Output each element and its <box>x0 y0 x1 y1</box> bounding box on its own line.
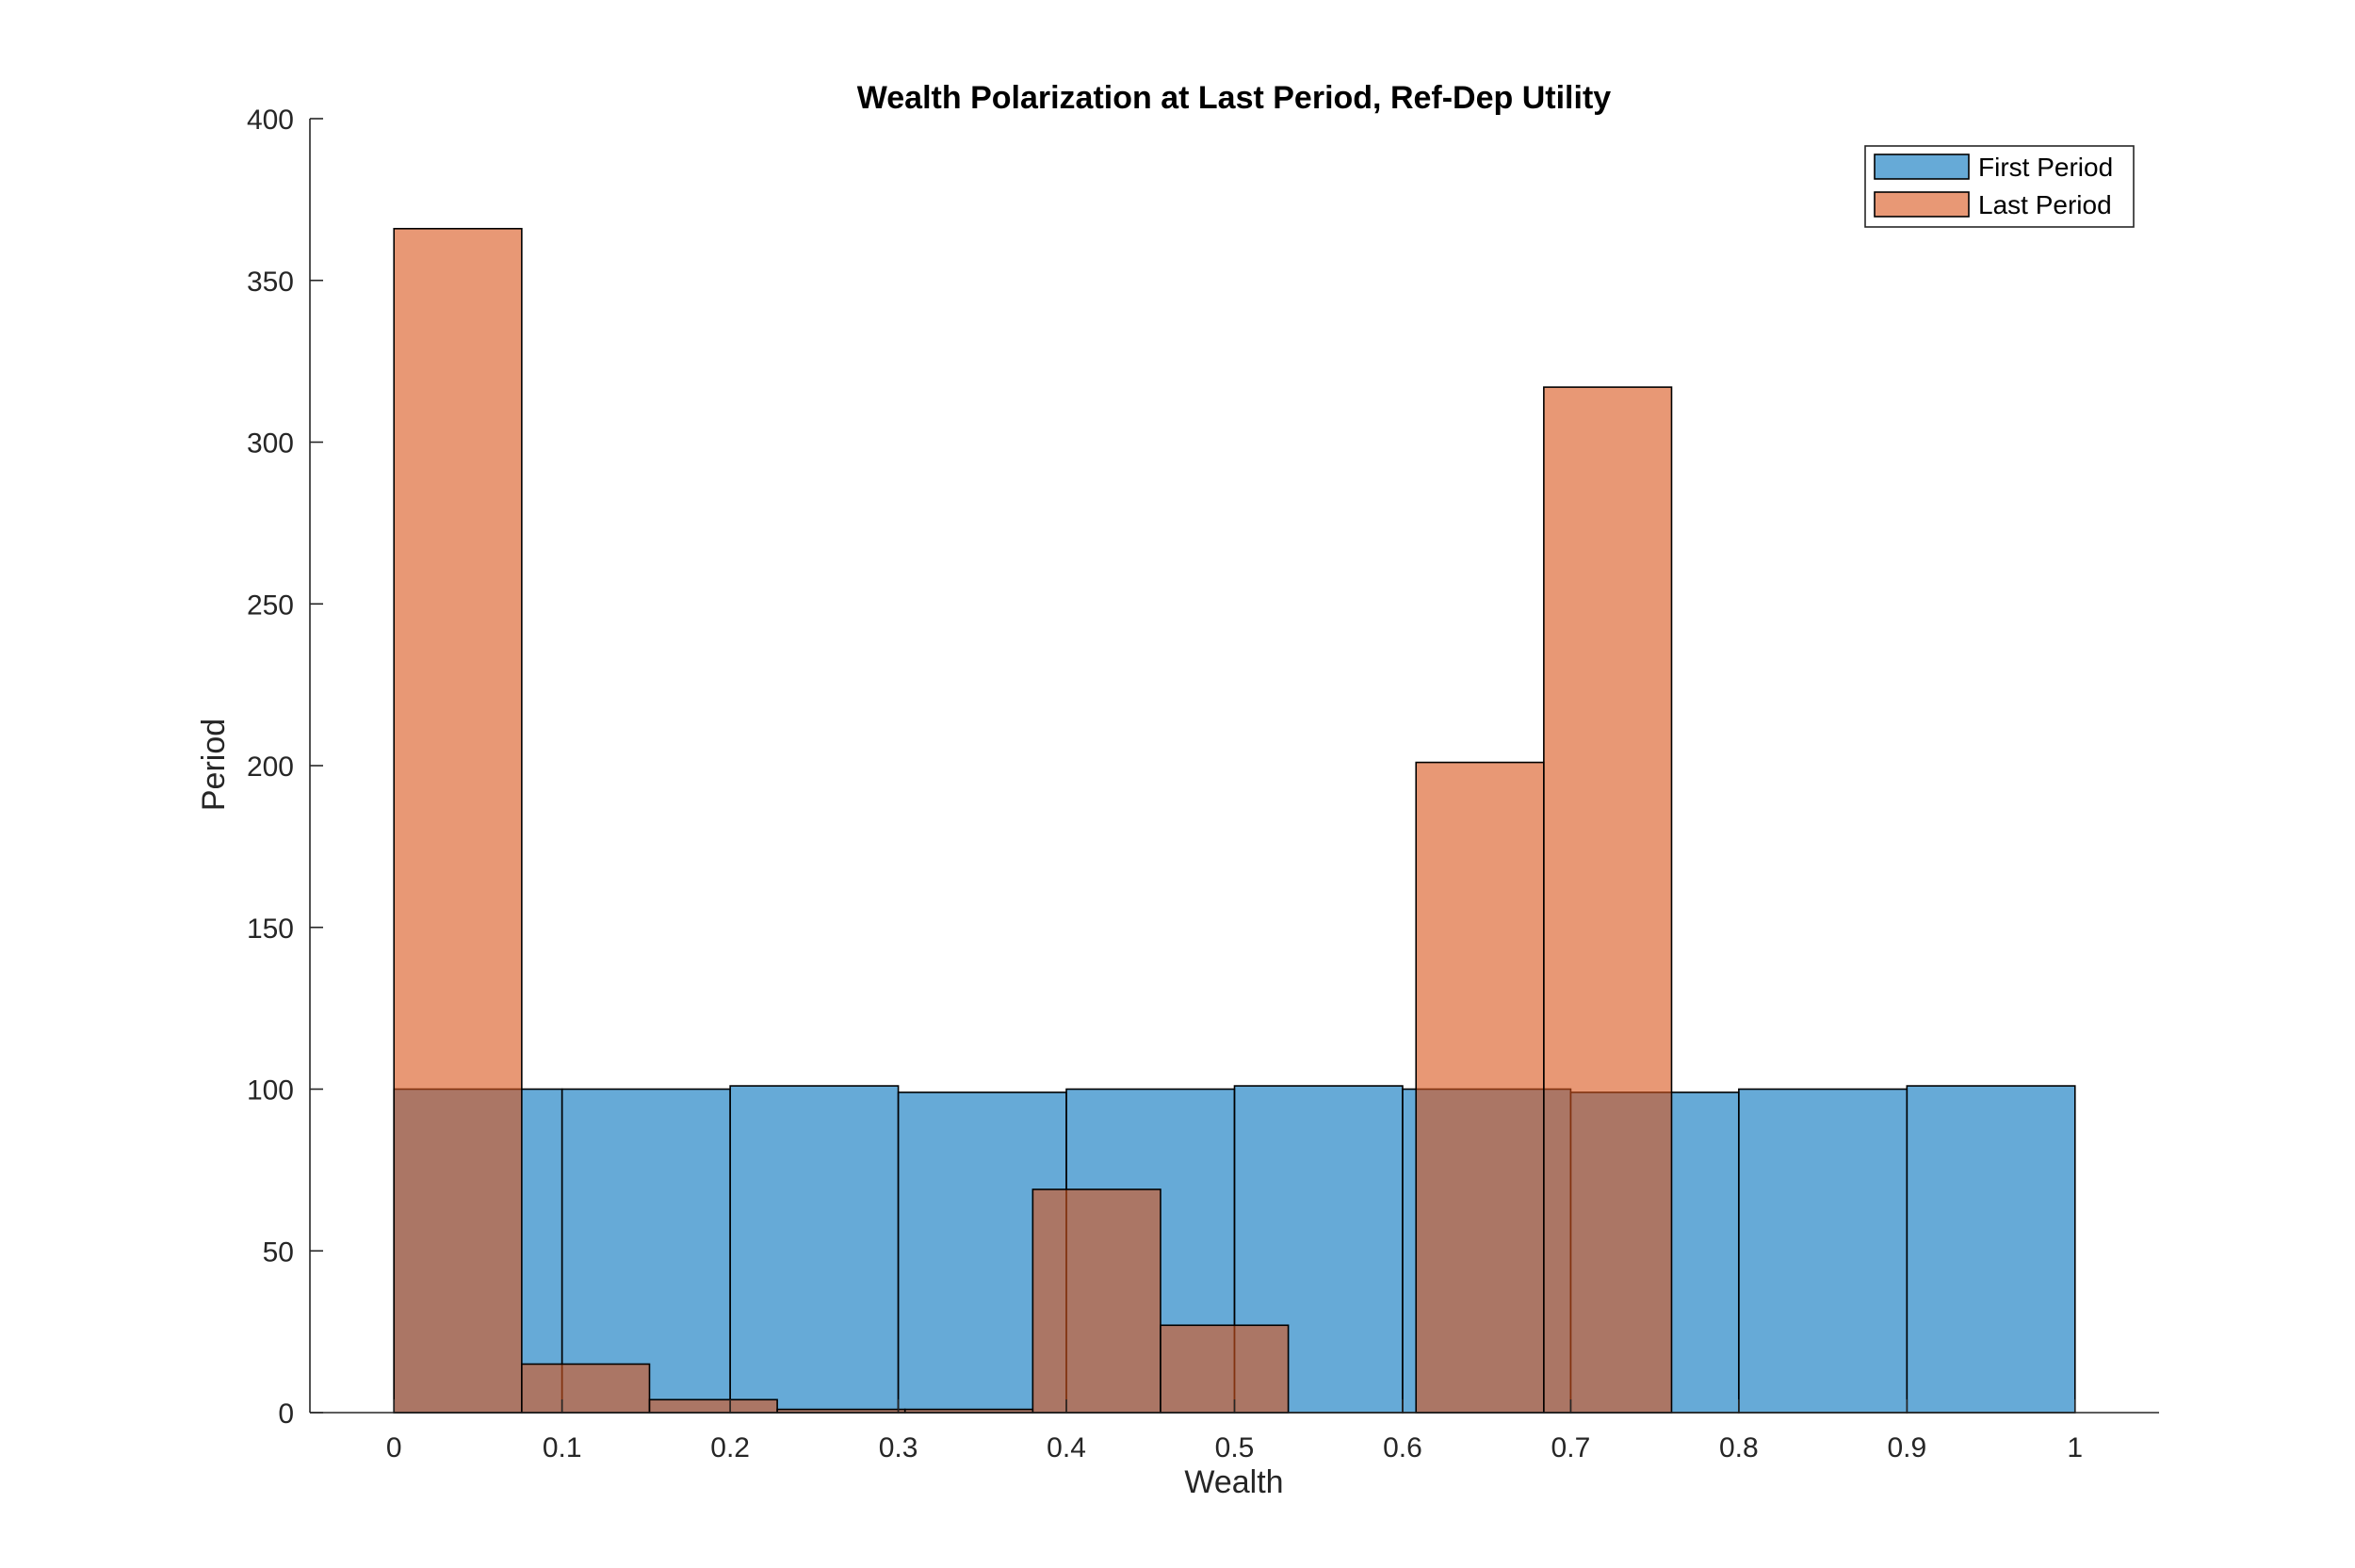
y-axis-label: Period <box>196 719 232 811</box>
x-tick-label: 0.9 <box>1887 1432 1926 1463</box>
bar-series-1-bin-1 <box>521 1363 651 1414</box>
y-tick-label: 350 <box>247 267 294 298</box>
legend-swatch-0 <box>1874 154 1970 180</box>
y-tick-label: 0 <box>278 1398 294 1430</box>
x-axis-label: Wealth <box>1184 1464 1283 1500</box>
bar-series-1-bin-9 <box>1543 386 1673 1414</box>
x-tick-label: 1 <box>2067 1432 2083 1463</box>
bar-series-0-bin-8 <box>1738 1088 1908 1414</box>
y-tick-label: 50 <box>263 1237 294 1268</box>
bar-series-1-bin-8 <box>1415 761 1545 1414</box>
bar-series-1-bin-2 <box>648 1398 778 1414</box>
y-tick-label: 200 <box>247 752 294 783</box>
y-tick-label: 150 <box>247 913 294 945</box>
bar-series-1-bin-6 <box>1160 1324 1290 1414</box>
legend-label-1: Last Period <box>1978 190 2112 219</box>
x-tick-label: 0 <box>386 1432 402 1463</box>
x-tick-label: 0.8 <box>1719 1432 1759 1463</box>
y-tick-label: 250 <box>247 590 294 621</box>
bar-series-1-bin-0 <box>393 227 523 1414</box>
legend-label-0: First Period <box>1978 153 2113 182</box>
chart-title: Wealth Polarization at Last Period, Ref-… <box>857 80 1611 116</box>
x-tick-label: 0.6 <box>1383 1432 1422 1463</box>
axes-layer: 0 0.1 0.2 0.3 0.4 0.5 0.6 0.7 0.8 0.9 1 0 50 100 150 20… <box>247 105 2159 1463</box>
x-tick-label: 0.4 <box>1047 1432 1086 1463</box>
y-tick-label: 100 <box>247 1075 294 1107</box>
bar-series-1-bin-5 <box>1031 1188 1161 1414</box>
x-tick-label: 0.5 <box>1215 1432 1255 1463</box>
x-tick-label: 0.1 <box>543 1432 582 1463</box>
bar-series-0-bin-2 <box>729 1085 900 1414</box>
legend-swatch-1 <box>1874 191 1970 218</box>
bar-series-0-bin-9 <box>1906 1085 2076 1414</box>
bars-layer <box>393 227 2076 1414</box>
x-tick-label: 0.3 <box>879 1432 918 1463</box>
bar-series-0-bin-1 <box>560 1088 731 1414</box>
x-tick-label: 0.2 <box>710 1432 750 1463</box>
x-tick-label: 0.7 <box>1551 1432 1591 1463</box>
y-tick-label: 400 <box>247 105 294 136</box>
legend: First Period Last Period <box>1864 145 2135 228</box>
y-tick-label: 300 <box>247 428 294 460</box>
